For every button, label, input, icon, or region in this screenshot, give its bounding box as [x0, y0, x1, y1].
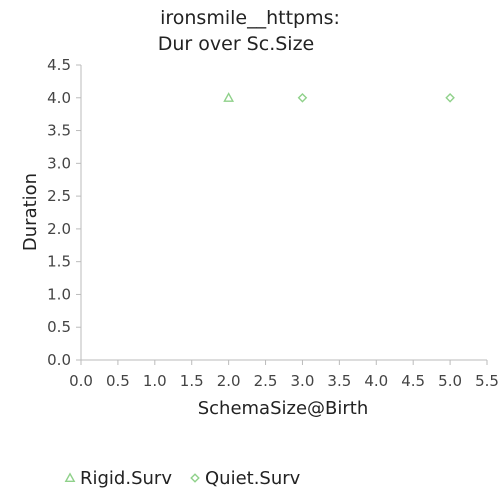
x-tick-label: 0.0 — [69, 372, 93, 390]
x-axis-label: SchemaSize@Birth — [198, 398, 369, 419]
y-tick-label: 3.5 — [47, 122, 71, 140]
legend: Rigid.Surv Quiet.Surv — [66, 468, 301, 489]
x-tick-label: 2.0 — [217, 372, 241, 390]
y-tick-label: 4.0 — [47, 89, 71, 107]
x-tick-label: 1.5 — [180, 372, 204, 390]
chart-title-line-2: Dur over Sc.Size — [158, 33, 314, 55]
y-tick-label: 3.0 — [47, 154, 71, 172]
y-tick-label: 2.0 — [47, 220, 71, 238]
chart-title-line-1: ironsmile__httpms: — [160, 7, 340, 29]
x-tick-label: 0.5 — [106, 372, 130, 390]
x-tick-label: 3.5 — [327, 372, 351, 390]
legend-marker-diamond — [191, 474, 199, 482]
x-tick-label: 3.0 — [291, 372, 315, 390]
legend-marker-triangle — [66, 474, 74, 482]
x-tick-label: 1.0 — [143, 372, 167, 390]
legend-label: Rigid.Surv — [80, 468, 172, 489]
y-tick-label: 0.5 — [47, 318, 71, 336]
y-tick-label: 4.5 — [47, 56, 71, 74]
y-tick-label: 2.5 — [47, 187, 71, 205]
x-tick-label: 4.5 — [401, 372, 425, 390]
data-point-diamond — [299, 94, 307, 102]
x-tick-label: 5.0 — [438, 372, 462, 390]
y-tick-label: 1.0 — [47, 285, 71, 303]
data-point-diamond — [446, 94, 454, 102]
y-axis-label: Duration — [20, 173, 41, 251]
y-tick-label: 1.5 — [47, 253, 71, 271]
x-tick-label: 2.5 — [254, 372, 278, 390]
legend-label: Quiet.Surv — [205, 468, 301, 489]
plot-area: 0.0 0.5 1.0 1.5 2.0 2.5 3.0 3.5 4.0 4.5 0.0 0.5 1.0 1… — [47, 56, 499, 390]
data-point-triangle — [224, 94, 232, 102]
y-tick-label: 0.0 — [47, 351, 71, 369]
x-tick-label: 4.0 — [364, 372, 388, 390]
x-tick-label: 5.5 — [475, 372, 499, 390]
